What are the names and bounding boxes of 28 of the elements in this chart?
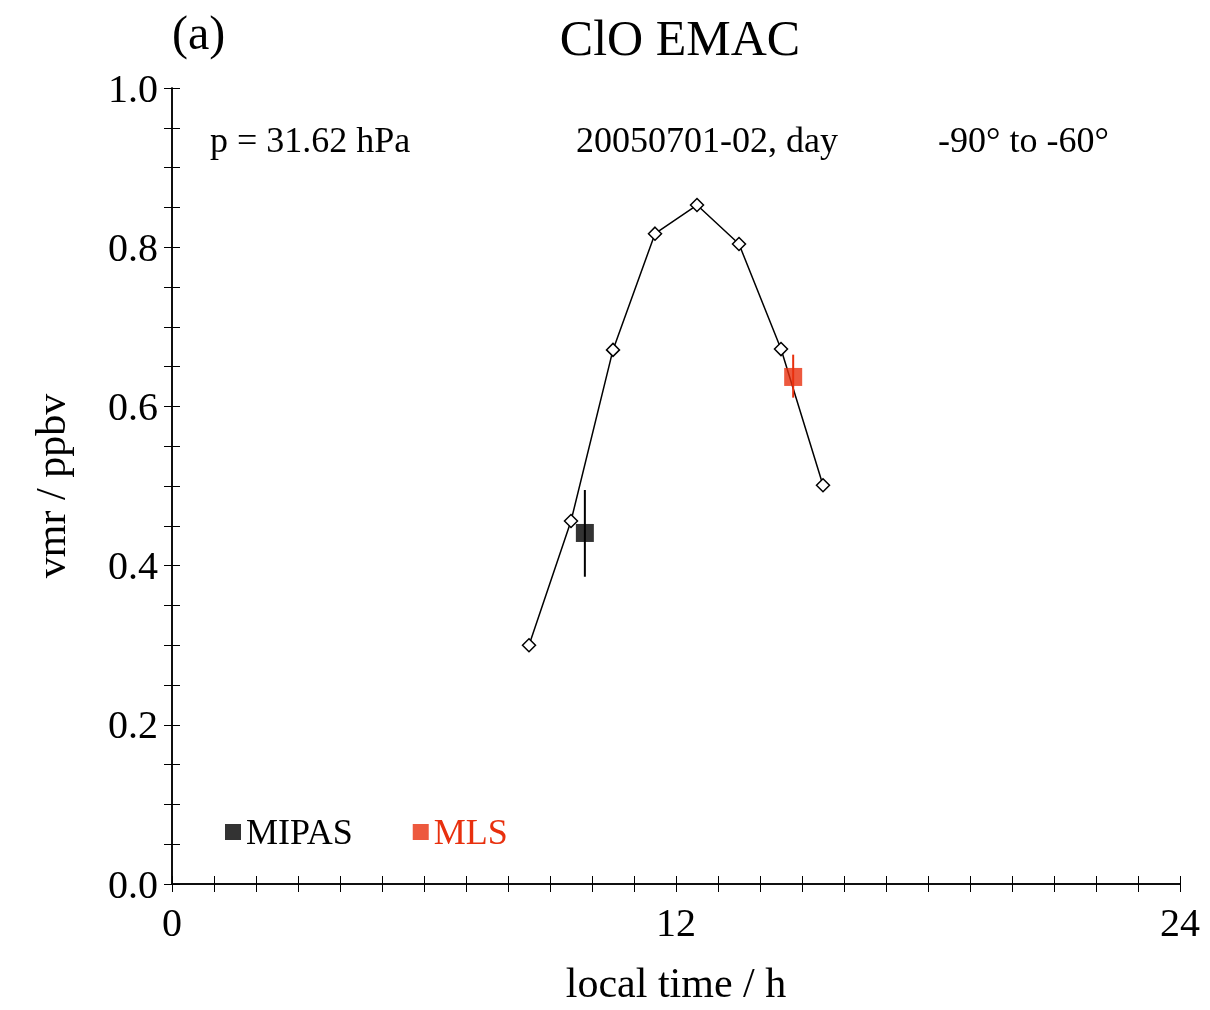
point: [575, 523, 594, 542]
x-tick-label: 0: [162, 899, 182, 945]
x-tick-label: 12: [656, 899, 696, 945]
x-tick-label: 24: [1160, 899, 1200, 945]
point: [563, 513, 579, 529]
y-axis-title: vmr / ppbv: [28, 393, 74, 579]
point: [784, 367, 803, 386]
point: [773, 341, 789, 357]
point: [815, 477, 831, 493]
y-tick-label: 0.6: [108, 383, 158, 429]
point: [689, 197, 705, 213]
annotation: 20050701-02, day: [576, 120, 838, 160]
legend-label: MLS: [433, 812, 508, 852]
x-axis-title: local time / h: [565, 960, 787, 1006]
legend-label: MIPAS: [246, 812, 353, 852]
point: [731, 236, 747, 252]
y-tick-label: 0.2: [108, 702, 158, 748]
point: [605, 342, 621, 358]
y-tick-label: 0.8: [108, 224, 158, 270]
chart-title: ClO EMAC: [559, 10, 801, 66]
y-tick-label: 1.0: [108, 65, 158, 111]
y-tick-label: 0.4: [108, 543, 158, 589]
y-tick-label: 0.0: [108, 861, 158, 907]
point: [647, 226, 663, 241]
annotation: -90° to -60°: [938, 120, 1109, 160]
annotation: p = 31.62 hPa: [210, 120, 411, 160]
text: (a): [172, 5, 226, 60]
point: [521, 637, 537, 653]
